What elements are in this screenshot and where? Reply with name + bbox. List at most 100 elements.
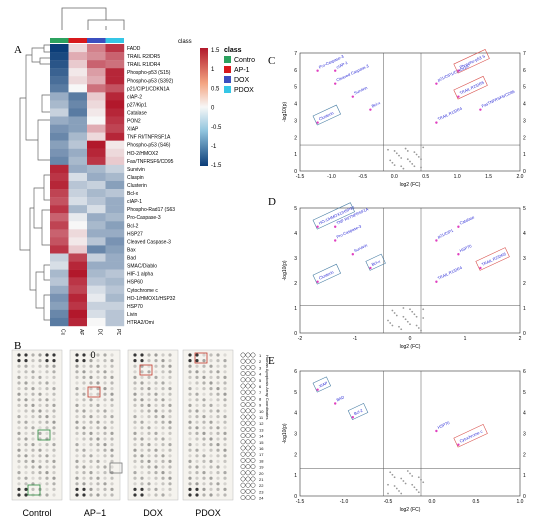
array-spot bbox=[82, 482, 86, 486]
heatmap-cell bbox=[105, 213, 125, 222]
array-key-spot bbox=[245, 395, 251, 401]
array-spot bbox=[38, 465, 42, 469]
column-dendrogram bbox=[61, 7, 125, 30]
array-spot bbox=[216, 471, 220, 475]
array-spot bbox=[188, 353, 192, 357]
spot-highlight-box bbox=[109, 462, 123, 474]
array-spot bbox=[52, 443, 56, 447]
x-axis-label: log2 (FC) bbox=[400, 344, 421, 350]
array-spot bbox=[75, 398, 79, 402]
array-spot bbox=[195, 420, 199, 424]
heatmap-cell bbox=[87, 253, 106, 262]
array-spot bbox=[195, 443, 199, 447]
array-key-number: 3 bbox=[259, 365, 262, 370]
y-tick-label-right: 4 bbox=[523, 231, 526, 237]
array-spot bbox=[147, 471, 151, 475]
heatmap-cell bbox=[87, 205, 106, 214]
heatmap-cell bbox=[50, 60, 69, 69]
point-label: XIAP bbox=[318, 380, 329, 389]
array-key-number: 21 bbox=[259, 477, 264, 482]
heatmap-panel: class FADD TRAIL R2/DR5 TRAIL R1/DR4 Phosph… bbox=[19, 7, 255, 335]
legend-title: class bbox=[224, 47, 242, 54]
array-spot bbox=[110, 364, 114, 368]
array-spot bbox=[38, 476, 42, 480]
array-key-spot bbox=[250, 476, 256, 482]
array-membrane bbox=[182, 349, 234, 501]
array-spot bbox=[17, 482, 21, 486]
array-spot bbox=[168, 359, 172, 363]
array-spot bbox=[168, 487, 172, 491]
array-spot bbox=[110, 415, 114, 419]
data-point bbox=[389, 471, 392, 474]
heatmap-cell bbox=[105, 237, 125, 246]
array-spot bbox=[31, 353, 35, 357]
array-spot bbox=[202, 487, 206, 491]
data-point bbox=[406, 320, 409, 323]
plot-frame bbox=[299, 52, 521, 172]
array-spot bbox=[216, 364, 220, 368]
significant-point bbox=[351, 416, 354, 419]
colorbar bbox=[200, 48, 208, 166]
array-spot bbox=[161, 409, 165, 413]
spot-highlight-box bbox=[37, 429, 51, 441]
heatmap-cell bbox=[68, 60, 88, 69]
array-spot bbox=[188, 493, 192, 497]
array-spot bbox=[202, 364, 206, 368]
heatmap-cell bbox=[105, 148, 125, 157]
array-spot bbox=[147, 482, 151, 486]
array-spot bbox=[133, 443, 137, 447]
legend-swatch bbox=[224, 66, 231, 73]
array-spot bbox=[188, 443, 192, 447]
heatmap-cell bbox=[68, 108, 88, 117]
array-spot bbox=[75, 426, 79, 430]
data-point bbox=[404, 318, 407, 321]
array-spot bbox=[209, 359, 213, 363]
array-spot bbox=[202, 359, 206, 363]
array-spot bbox=[161, 353, 165, 357]
array-spot bbox=[154, 471, 158, 475]
x-tick-label: 0.0 bbox=[429, 499, 436, 505]
array-key-spot bbox=[240, 420, 246, 426]
array-spot bbox=[89, 403, 93, 407]
array-spot bbox=[168, 471, 172, 475]
array-spot bbox=[110, 398, 114, 402]
y-axis-label: -log10(p) bbox=[282, 423, 288, 443]
array-spot bbox=[75, 443, 79, 447]
array-spot bbox=[45, 392, 49, 396]
heatmap-cell bbox=[68, 92, 88, 101]
y-tick-label: 1 bbox=[294, 306, 297, 312]
heatmap-cell bbox=[87, 164, 106, 174]
array-spot bbox=[223, 487, 227, 491]
heatmap-column-label: DOX bbox=[96, 329, 102, 335]
heatmap-cell bbox=[68, 84, 88, 93]
heatmap-row-label: Livin bbox=[127, 312, 138, 318]
array-spot bbox=[110, 426, 114, 430]
array-key-spot bbox=[250, 395, 256, 401]
array-key-number: 10 bbox=[259, 409, 264, 414]
array-spot bbox=[161, 487, 165, 491]
data-point bbox=[402, 315, 405, 318]
array-spot bbox=[17, 398, 21, 402]
class-bar-cell bbox=[105, 38, 124, 43]
array-spot bbox=[195, 465, 199, 469]
array-spot bbox=[103, 387, 107, 391]
array-spot bbox=[110, 409, 114, 413]
array-spot bbox=[216, 476, 220, 480]
heatmap-cell bbox=[87, 197, 106, 206]
array-spot bbox=[188, 375, 192, 379]
data-point bbox=[400, 157, 403, 159]
point-label: Clusterin bbox=[318, 269, 334, 280]
array-spot bbox=[154, 359, 158, 363]
x-tick-label: -1 bbox=[353, 336, 358, 342]
array-spot bbox=[52, 482, 56, 486]
significant-point bbox=[334, 402, 337, 405]
array-spot bbox=[209, 353, 213, 357]
array-spot bbox=[133, 465, 137, 469]
array-spot bbox=[103, 359, 107, 363]
data-point bbox=[411, 483, 414, 486]
array-spot bbox=[140, 448, 144, 452]
array-spot bbox=[188, 431, 192, 435]
array-spot bbox=[161, 375, 165, 379]
y-tick-label: 6 bbox=[294, 68, 297, 74]
array-spot bbox=[161, 415, 165, 419]
